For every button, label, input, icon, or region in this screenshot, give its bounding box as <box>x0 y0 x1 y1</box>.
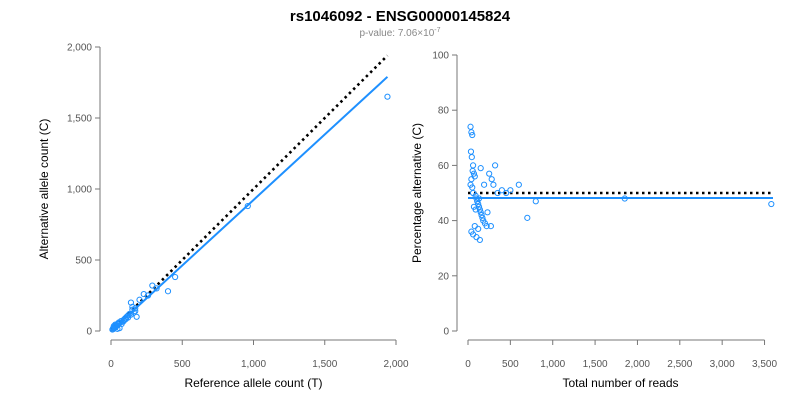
x-tick-label: 1,500 <box>583 359 608 370</box>
x-tick-label: 2,000 <box>383 359 408 370</box>
data-point <box>490 181 497 188</box>
subtitle-prefix: p-value: 7.06×10 <box>359 28 434 39</box>
y-tick-label: 500 <box>75 256 92 267</box>
data-point <box>470 170 478 177</box>
data-point <box>492 162 499 169</box>
data-point <box>515 181 522 188</box>
y-tick-label: 2,000 <box>67 43 92 54</box>
x-tick-label: 1,000 <box>241 359 266 370</box>
x-tick-label: 2,000 <box>625 359 650 370</box>
right-scatter-panel: 0 20 40 60 80 100 0 500 1,000 1,500 2,000 2,500 3,00… <box>410 51 777 391</box>
data-point <box>469 131 476 139</box>
x-axis-label: Total number of reads <box>562 376 678 390</box>
data-point <box>122 315 130 323</box>
y-tick-label: 80 <box>438 106 450 117</box>
x-tick-label: 1,500 <box>312 359 337 370</box>
subtitle-exponent: -7 <box>434 27 440 34</box>
data-point <box>494 189 501 197</box>
data-point <box>477 165 484 172</box>
chart-subtitle: p-value: 7.06×10-7 <box>359 27 440 39</box>
y-tick-label: 60 <box>438 161 450 172</box>
x-tick-label: 500 <box>502 359 519 370</box>
data-point <box>149 282 156 289</box>
data-point <box>164 288 172 295</box>
data-point <box>468 129 475 136</box>
data-point <box>172 273 179 281</box>
data-point <box>479 214 486 221</box>
data-point <box>244 202 251 210</box>
data-point <box>472 206 479 213</box>
data-point <box>503 189 510 197</box>
y-axis-label: Alternative allele count (C) <box>37 119 51 260</box>
expected-ratio-line <box>110 54 389 332</box>
data-point <box>471 223 478 230</box>
data-point <box>140 290 147 298</box>
data-point <box>476 236 483 244</box>
data-point <box>144 292 152 299</box>
data-point <box>476 206 483 213</box>
data-point <box>768 200 775 208</box>
data-point <box>153 285 160 292</box>
y-tick-label: 0 <box>443 327 449 338</box>
x-axis-label: Reference allele count (T) <box>184 376 322 390</box>
data-point <box>621 195 628 202</box>
data-point <box>475 195 483 202</box>
data-point <box>127 311 135 318</box>
data-point <box>483 223 490 230</box>
left-scatter-panel: 0 500 1,000 1,500 2,000 0 500 1,000 1,500 2,000 Re… <box>37 43 409 391</box>
data-point <box>127 299 135 306</box>
data-point <box>132 308 139 315</box>
data-point <box>480 181 488 188</box>
data-point <box>133 313 140 320</box>
data-point <box>136 296 143 303</box>
data-point <box>475 225 482 232</box>
data-point <box>114 325 121 332</box>
y-tick-label: 40 <box>438 216 450 227</box>
x-tick-label: 2,500 <box>667 359 692 370</box>
data-point <box>473 195 480 202</box>
y-tick-label: 20 <box>438 271 450 282</box>
data-point <box>524 214 531 221</box>
data-point <box>118 320 125 327</box>
data-point <box>532 198 539 205</box>
data-point <box>498 187 505 194</box>
data-point <box>487 223 494 230</box>
y-tick-label: 1,500 <box>67 114 92 125</box>
x-tick-label: 500 <box>174 359 191 370</box>
data-point <box>468 154 475 161</box>
x-tick-label: 1,000 <box>540 359 565 370</box>
data-point <box>488 176 495 183</box>
data-point <box>468 176 475 183</box>
x-tick-label: 0 <box>465 359 471 370</box>
chart-title: rs1046092 - ENSG00000145824 <box>290 8 511 25</box>
x-tick-label: 3,000 <box>710 359 735 370</box>
data-point <box>507 187 514 194</box>
data-point <box>384 93 391 100</box>
data-point <box>467 123 474 130</box>
y-tick-label: 1,000 <box>67 185 92 196</box>
data-point <box>484 209 491 216</box>
y-axis-label: Percentage alternative (C) <box>410 123 424 263</box>
x-tick-label: 0 <box>108 359 114 370</box>
data-point <box>486 170 493 177</box>
y-tick-label: 0 <box>86 327 92 338</box>
data-point <box>129 303 136 310</box>
data-point <box>478 211 485 219</box>
y-tick-label: 100 <box>432 51 449 62</box>
data-point <box>467 148 475 155</box>
data-point <box>469 162 477 169</box>
x-tick-label: 3,500 <box>752 359 777 370</box>
data-point <box>473 234 480 241</box>
data-point <box>477 209 484 216</box>
